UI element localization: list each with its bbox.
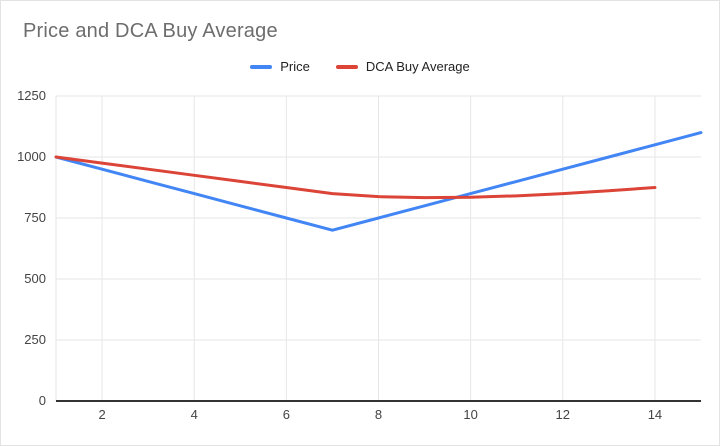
y-tick-label: 0 [39, 393, 46, 408]
chart-title: Price and DCA Buy Average [23, 20, 278, 42]
y-tick-label: 750 [24, 210, 46, 225]
x-tick-label: 2 [98, 407, 105, 422]
dca-series-swatch-icon [335, 64, 358, 69]
price-series-swatch-icon [250, 64, 273, 69]
x-tick-label: 8 [375, 407, 382, 422]
legend-item-price: Price [250, 59, 310, 74]
y-tick-label: 500 [24, 271, 46, 286]
y-tick-label: 1000 [17, 149, 46, 164]
price-line [54, 131, 703, 232]
y-tick-label: 1250 [17, 88, 46, 103]
legend-label-dca: DCA Buy Average [365, 59, 470, 74]
x-tick-label: 10 [463, 407, 477, 422]
x-tick-label: 4 [191, 407, 198, 422]
legend-item-dca: DCA Buy Average [335, 59, 470, 74]
dca-buy-average-line [54, 155, 657, 200]
y-tick-label: 250 [24, 332, 46, 347]
legend: Price DCA Buy Average [1, 59, 719, 74]
x-tick-label: 14 [648, 407, 662, 422]
x-tick-label: 12 [556, 407, 570, 422]
legend-label-price: Price [280, 59, 310, 74]
x-tick-label: 6 [283, 407, 290, 422]
